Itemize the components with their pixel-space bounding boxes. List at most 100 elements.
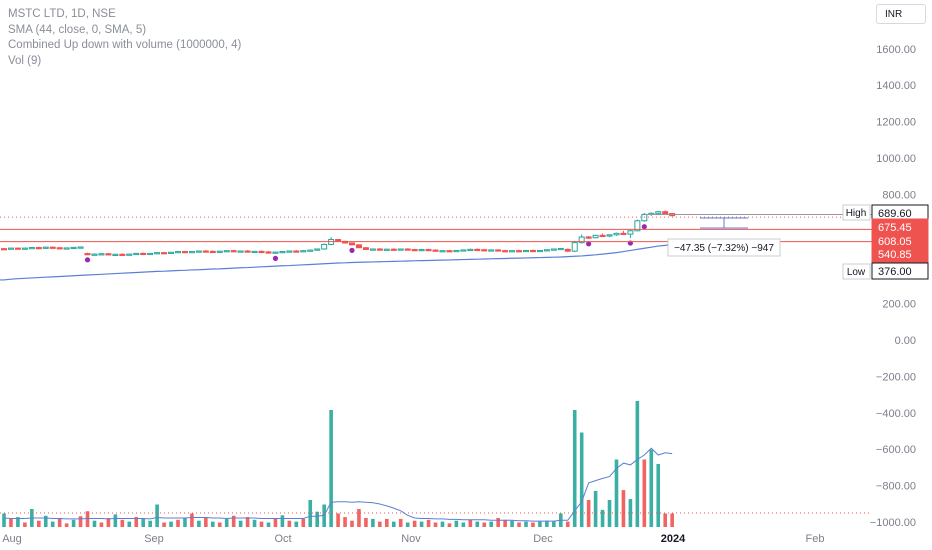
price-axis[interactable]: 1600.001400.001200.001000.00800.00600.00…: [842, 44, 929, 529]
volume-bar: [155, 504, 159, 527]
candle-body: [613, 232, 620, 236]
candle-body: [28, 247, 35, 250]
volume-bar: [426, 519, 431, 527]
candle-body: [202, 250, 209, 253]
signal-dot: [272, 255, 279, 261]
volume-bar: [454, 520, 459, 527]
candle-body: [467, 248, 474, 252]
volume-bar: [287, 520, 292, 527]
volume-bar: [64, 523, 69, 527]
volume-bar: [378, 521, 382, 527]
candle-body: [376, 248, 383, 251]
currency-button[interactable]: INR: [876, 4, 926, 24]
candle-body: [21, 247, 28, 250]
candle-body: [258, 250, 265, 254]
y-tick-label: 1000.00: [876, 153, 916, 165]
candle-body: [126, 253, 133, 256]
candle-body: [495, 249, 502, 252]
x-tick-label: Aug: [2, 533, 22, 545]
volume-bar: [43, 515, 48, 527]
candle-body: [453, 249, 460, 253]
y-tick-label: 1600.00: [876, 44, 916, 56]
candle-body: [105, 253, 112, 256]
volume-bar: [280, 515, 285, 527]
line1-price-label-text: 608.05: [878, 236, 912, 248]
candle-body: [460, 249, 467, 252]
candle-body: [140, 252, 147, 256]
legend-sma[interactable]: SMA (44, close, 0, SMA, 5): [8, 23, 147, 36]
candle-body: [321, 243, 328, 250]
volume-bar: [343, 517, 347, 527]
candle-body: [404, 248, 411, 251]
candle-body: [286, 250, 293, 253]
volume-bar: [106, 518, 111, 527]
volume-bar: [447, 523, 452, 527]
current-price-label-text: 675.45: [878, 222, 912, 234]
candle-body: [585, 236, 592, 239]
candle-body: [397, 248, 404, 251]
volume-bar: [496, 518, 500, 527]
candle-body: [195, 250, 202, 253]
volume-bar: [259, 521, 264, 527]
volume-bar: [663, 513, 667, 527]
x-tick-label: Nov: [401, 533, 421, 545]
candle-body: [599, 234, 606, 238]
candle-body: [571, 242, 578, 252]
candle-body: [488, 249, 495, 252]
volume-bar: [628, 499, 633, 527]
volume-bar: [141, 518, 145, 527]
legend-vol[interactable]: Vol (9): [8, 54, 42, 67]
sma-line: [0, 244, 673, 281]
candle-body: [1, 248, 7, 251]
volume-bar: [78, 516, 83, 527]
y-tick-label: −200.00: [876, 371, 916, 383]
low-tag-box: [842, 263, 871, 280]
candle-body: [251, 250, 258, 254]
candle-body: [168, 251, 175, 254]
volume-bars: [0, 401, 872, 527]
volume-bar: [649, 449, 654, 527]
legend-title[interactable]: MSTC LTD, 1D, NSE: [8, 8, 116, 20]
x-tick-label: Feb: [806, 533, 825, 545]
volume-bar: [204, 518, 208, 527]
candle-body: [112, 253, 119, 256]
volume-bar: [656, 464, 661, 527]
volume-bar: [510, 520, 514, 527]
candle-body: [662, 211, 669, 215]
time-axis[interactable]: Aug Sep Oct Nov Dec 2024 Feb: [2, 533, 824, 545]
candle-body: [154, 252, 161, 255]
candle-body: [390, 248, 397, 251]
volume-bar: [517, 522, 521, 527]
volume-bar: [572, 410, 577, 527]
volume-bar: [2, 513, 6, 527]
volume-bar: [524, 521, 528, 527]
legend-combined[interactable]: Combined Up down with volume (1000000, 4…: [8, 39, 242, 51]
y-tick-label: 1200.00: [876, 117, 916, 129]
candle-body: [516, 250, 523, 253]
volume-bar: [482, 522, 487, 527]
volume-bar: [357, 509, 361, 527]
volume-bar: [552, 521, 556, 527]
volume-bar: [23, 522, 27, 527]
candle-body: [181, 251, 188, 254]
candle-body: [70, 246, 77, 250]
candle-body: [349, 242, 355, 246]
volume-bar: [405, 522, 410, 527]
volume-bar: [148, 520, 152, 527]
y-tick-label: −600.00: [876, 444, 916, 456]
volume-bar: [475, 521, 480, 527]
volume-bar: [579, 432, 584, 527]
volume-bar: [9, 518, 13, 527]
volume-bar: [607, 500, 612, 527]
y-tick-label: 1400.00: [876, 80, 916, 92]
candle-body: [502, 250, 509, 253]
measure-box: [667, 238, 781, 257]
x-tick-label: Oct: [274, 533, 291, 545]
line2-price-label-box: [871, 245, 929, 263]
volume-bar: [37, 520, 41, 527]
candle-body: [279, 251, 286, 254]
candle-body: [606, 234, 613, 237]
candle-body: [63, 247, 70, 250]
candle-body: [641, 213, 648, 222]
